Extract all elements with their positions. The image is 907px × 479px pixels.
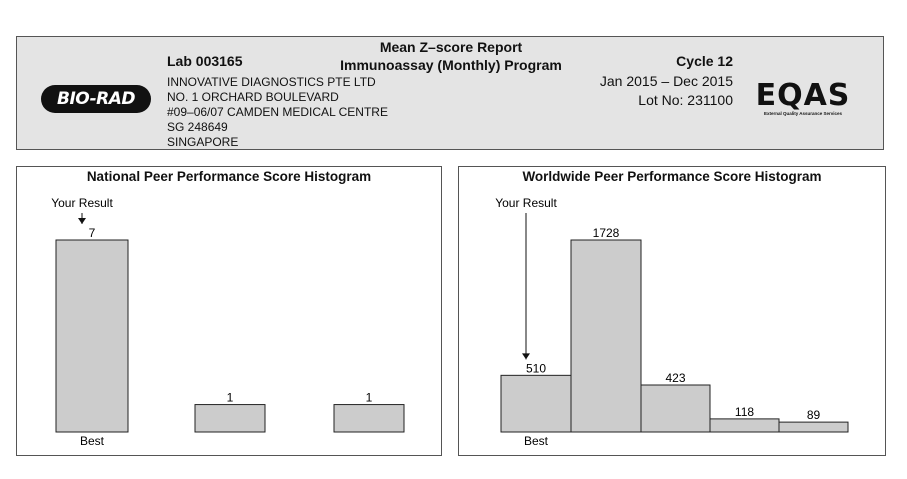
report-header: BIO-RAD Mean Z–score Report Immunoassay … bbox=[16, 36, 884, 150]
address-line: NO. 1 ORCHARD BOULEVARD bbox=[167, 90, 339, 104]
histogram-bar bbox=[640, 384, 711, 433]
your-result-arrow-head bbox=[78, 218, 86, 224]
address-line: #09–06/07 CAMDEN MEDICAL CENTRE bbox=[167, 105, 388, 119]
address-line: INNOVATIVE DIAGNOSTICS PTE LTD bbox=[167, 75, 376, 89]
bio-rad-logo: BIO-RAD bbox=[41, 85, 151, 113]
address-line: SG 248649 bbox=[167, 120, 228, 134]
cycle-label: Cycle 12 bbox=[676, 53, 733, 69]
eqas-logo: EQAS External Quality Assurance Services bbox=[753, 81, 853, 117]
national-histogram-chart: 7 1 1 Your Result Best bbox=[51, 196, 405, 448]
histogram-bar bbox=[500, 374, 572, 433]
program-name: Immunoassay (Monthly) Program bbox=[340, 57, 562, 73]
bar-value-label: 1 bbox=[366, 391, 373, 405]
lab-id: Lab 003165 bbox=[167, 53, 243, 69]
report-title: Mean Z–score Report bbox=[379, 39, 523, 55]
address-line: SINGAPORE bbox=[167, 135, 239, 149]
eqas-logo-subtitle: External Quality Assurance Services bbox=[763, 111, 843, 116]
histogram-bar bbox=[194, 404, 266, 433]
your-result-label: Your Result bbox=[495, 196, 557, 210]
eqas-logo-text: EQAS bbox=[755, 78, 851, 113]
lot-number: Lot No: 231100 bbox=[638, 92, 733, 108]
national-histogram-panel: National Peer Performance Score Histogra… bbox=[16, 166, 442, 456]
worldwide-histogram-chart: 510 1728 423 118 89 Your Result Best bbox=[495, 196, 849, 448]
your-result-arrow-head bbox=[522, 353, 530, 360]
histogram-bar bbox=[778, 421, 849, 433]
bar-value-label: 510 bbox=[526, 361, 546, 375]
best-label: Best bbox=[80, 434, 105, 448]
histogram-bar bbox=[55, 239, 129, 433]
bar-value-label: 423 bbox=[665, 371, 685, 385]
histogram-bar bbox=[570, 239, 642, 433]
worldwide-histogram-title: Worldwide Peer Performance Score Histogr… bbox=[522, 169, 822, 184]
best-label: Best bbox=[524, 434, 549, 448]
bar-value-label: 1 bbox=[227, 391, 234, 405]
bar-value-label: 7 bbox=[89, 226, 96, 240]
bar-value-label: 1728 bbox=[593, 226, 620, 240]
histogram-bar bbox=[333, 404, 405, 433]
your-result-label: Your Result bbox=[51, 196, 113, 210]
period-label: Jan 2015 – Dec 2015 bbox=[599, 73, 733, 89]
histogram-bar bbox=[709, 418, 780, 433]
bar-value-label: 118 bbox=[735, 405, 754, 419]
worldwide-histogram-panel: Worldwide Peer Performance Score Histogr… bbox=[458, 166, 886, 456]
national-histogram-title: National Peer Performance Score Histogra… bbox=[86, 169, 372, 184]
bar-value-label: 89 bbox=[807, 408, 821, 422]
